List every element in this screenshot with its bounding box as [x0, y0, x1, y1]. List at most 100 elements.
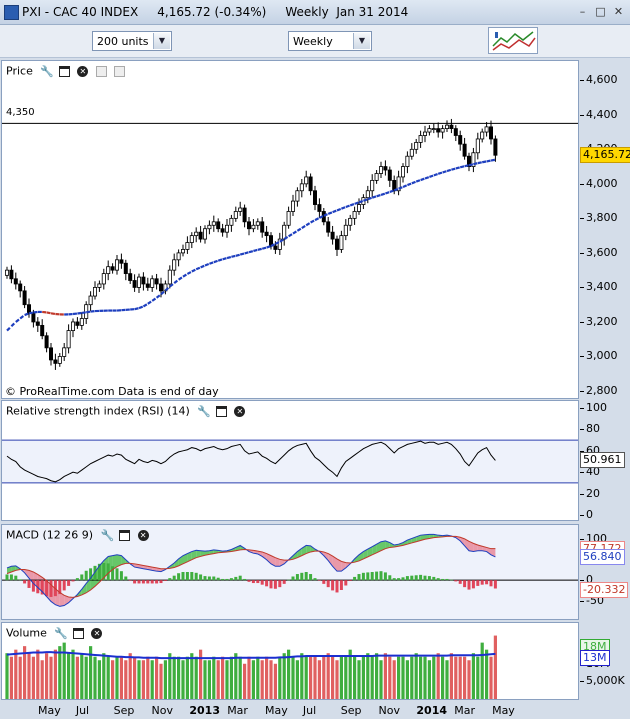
moving-average-segment	[442, 170, 448, 174]
macd-histogram-bar	[93, 565, 97, 581]
window-icon[interactable]	[215, 405, 227, 417]
macd-fill-segment	[174, 558, 179, 568]
candle-body	[18, 283, 23, 292]
macd-fill-segment	[354, 554, 359, 563]
moving-average-segment	[349, 202, 355, 207]
volume-bar	[357, 660, 361, 699]
minimize-button[interactable]: –	[579, 5, 586, 18]
moving-average-segment	[296, 227, 303, 232]
macd-histogram-bar	[14, 575, 18, 581]
x-axis: May Jul Sep Nov 2013 Mar May Jul Sep Nov 2014 Mar Ma…	[0, 700, 630, 719]
volume-bar	[155, 656, 159, 699]
candle-body	[31, 312, 36, 323]
volume-bar	[141, 660, 145, 699]
candle-body	[202, 228, 207, 240]
window-icon[interactable]	[72, 627, 84, 639]
chevron-down-icon[interactable]: ▼	[153, 33, 170, 49]
macd-fill-segment	[460, 537, 465, 546]
wrench-icon[interactable]: 🔧	[197, 404, 212, 418]
y-tick-mark	[580, 183, 584, 185]
volume-bar	[361, 656, 365, 699]
wrench-icon[interactable]: 🔧	[40, 64, 55, 78]
moving-average-segment	[288, 232, 294, 238]
moving-average-segment	[248, 249, 254, 254]
moving-average-segment	[244, 251, 250, 255]
macd-fill-segment	[183, 553, 188, 564]
volume-bar	[436, 653, 440, 699]
volume-bar	[172, 656, 176, 699]
price-panel-title: Price	[6, 64, 33, 78]
moving-average-segment	[310, 219, 316, 224]
close-icon[interactable]: ✕	[91, 627, 103, 639]
move-down-icon[interactable]	[95, 65, 107, 77]
volume-bar	[221, 656, 225, 699]
macd-fill-segment	[112, 554, 117, 570]
candle-body	[330, 231, 335, 240]
candle-body	[145, 283, 150, 288]
candle-body	[79, 318, 84, 326]
candle-body	[150, 278, 155, 288]
macd-histogram-bar	[370, 572, 374, 581]
moving-average-segment	[204, 262, 210, 267]
macd-histogram-bar	[313, 578, 317, 581]
close-window-button[interactable]: ✕	[613, 5, 624, 18]
wrench-icon[interactable]: 🔧	[54, 626, 69, 640]
wrench-icon[interactable]: 🔧	[100, 528, 115, 542]
volume-bar	[265, 656, 269, 699]
volume-bar	[322, 656, 326, 699]
candle-body	[348, 217, 353, 226]
maximize-button[interactable]: □	[595, 5, 606, 18]
moving-average-segment	[90, 309, 96, 313]
y-tick-label: 20	[586, 486, 600, 500]
macd-histogram-bar	[203, 576, 207, 581]
candle-body	[378, 166, 383, 174]
candle-body	[101, 273, 106, 285]
volume-bar	[111, 660, 115, 699]
volume-bar	[18, 656, 22, 699]
moving-average-segment	[385, 190, 391, 195]
macd-fill-segment	[306, 545, 311, 554]
period-select[interactable]: Weekly ▼	[288, 31, 372, 51]
y-tick-label: 3,800	[586, 211, 618, 225]
units-select[interactable]: 200 units ▼	[92, 31, 172, 51]
window-icon[interactable]	[58, 65, 70, 77]
close-icon[interactable]: ✕	[137, 529, 149, 541]
chevron-down-icon[interactable]: ▼	[353, 33, 370, 49]
macd-histogram-bar	[414, 575, 418, 581]
macd-fill-segment	[486, 547, 491, 555]
volume-bar	[207, 660, 211, 699]
moving-average-segment	[231, 254, 237, 258]
macd-histogram-bar	[141, 580, 145, 584]
macd-histogram-bar	[40, 580, 44, 595]
moving-average-segment	[147, 299, 153, 305]
close-icon[interactable]: ✕	[77, 65, 89, 77]
macd-panel-header: MACD (12 26 9) 🔧 ✕	[6, 528, 149, 542]
window-icon[interactable]	[119, 529, 131, 541]
macd-fill-segment	[59, 592, 65, 607]
volume-bar	[423, 656, 427, 699]
volume-bar	[168, 653, 172, 699]
moving-average-segment	[191, 268, 197, 273]
move-up-icon[interactable]	[114, 65, 126, 77]
volume-bar	[133, 656, 137, 699]
macd-histogram-bar	[119, 571, 123, 581]
macd-histogram-bar	[357, 574, 361, 581]
chart-style-button[interactable]	[488, 27, 538, 54]
macd-fill-segment	[363, 549, 368, 559]
volume-bar	[177, 656, 181, 699]
close-icon[interactable]: ✕	[234, 405, 246, 417]
macd-panel: MACD (12 26 9) 🔧 ✕	[1, 524, 579, 620]
volume-bar	[467, 660, 471, 699]
macd-histogram-bar	[251, 580, 255, 584]
macd-fill-segment	[337, 558, 342, 572]
moving-average-segment	[142, 302, 149, 308]
candle-body	[493, 138, 498, 156]
moving-average-segment	[367, 196, 373, 201]
y-tick-mark	[580, 450, 584, 452]
macd-histogram-bar	[361, 572, 365, 581]
volume-chart	[5, 635, 497, 699]
macd-histogram-bar	[207, 576, 211, 581]
y-tick-mark	[580, 493, 584, 495]
volume-bar	[480, 642, 484, 699]
macd-histogram-bar	[62, 580, 66, 591]
